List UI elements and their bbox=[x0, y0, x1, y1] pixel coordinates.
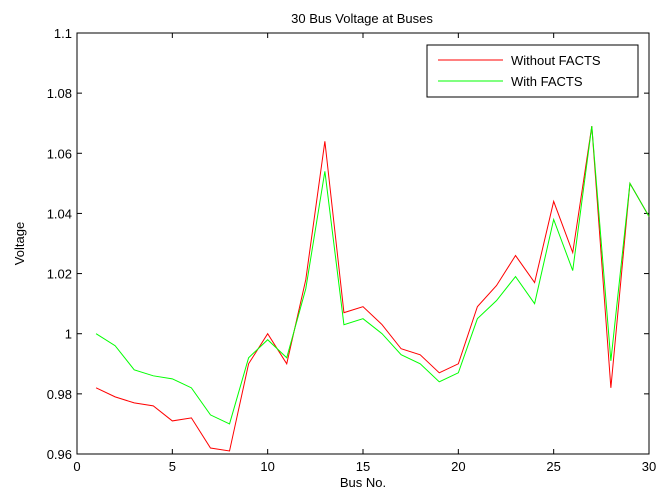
series-line-1 bbox=[95, 126, 650, 452]
x-tick-label: 0 bbox=[73, 459, 80, 474]
x-tick-label: 5 bbox=[169, 459, 176, 474]
legend: Without FACTS With FACTS bbox=[426, 44, 639, 98]
chart-title: 30 Bus Voltage at Buses bbox=[291, 11, 433, 26]
x-tick-label: 20 bbox=[451, 459, 465, 474]
legend-label: Without FACTS bbox=[511, 53, 601, 68]
x-tick-label: 30 bbox=[642, 459, 656, 474]
legend-label: With FACTS bbox=[511, 74, 583, 89]
x-axis-title: Bus No. bbox=[340, 475, 386, 490]
plot-area bbox=[76, 32, 650, 455]
series-line-2 bbox=[95, 126, 650, 425]
data-series bbox=[95, 126, 650, 452]
y-tick-label: 1 bbox=[65, 327, 72, 342]
y-tick-label: 0.96 bbox=[47, 447, 72, 462]
y-axis-title: Voltage bbox=[12, 222, 27, 265]
y-tick-label: 1.1 bbox=[54, 26, 72, 41]
x-tick-label: 25 bbox=[546, 459, 560, 474]
axis-ticks: 0 5 10 15 20 25 30 0.96 0.98 1 1.02 1.04 1.06 1.08 1.1 bbox=[47, 26, 657, 474]
y-tick-label: 1.08 bbox=[47, 86, 72, 101]
y-tick-label: 1.02 bbox=[47, 267, 72, 282]
x-tick-label: 10 bbox=[260, 459, 274, 474]
legend-box bbox=[426, 44, 639, 98]
x-tick-label: 15 bbox=[356, 459, 370, 474]
y-tick-label: 1.06 bbox=[47, 146, 72, 161]
y-tick-label: 1.04 bbox=[47, 206, 72, 221]
y-tick-label: 0.98 bbox=[47, 387, 72, 402]
